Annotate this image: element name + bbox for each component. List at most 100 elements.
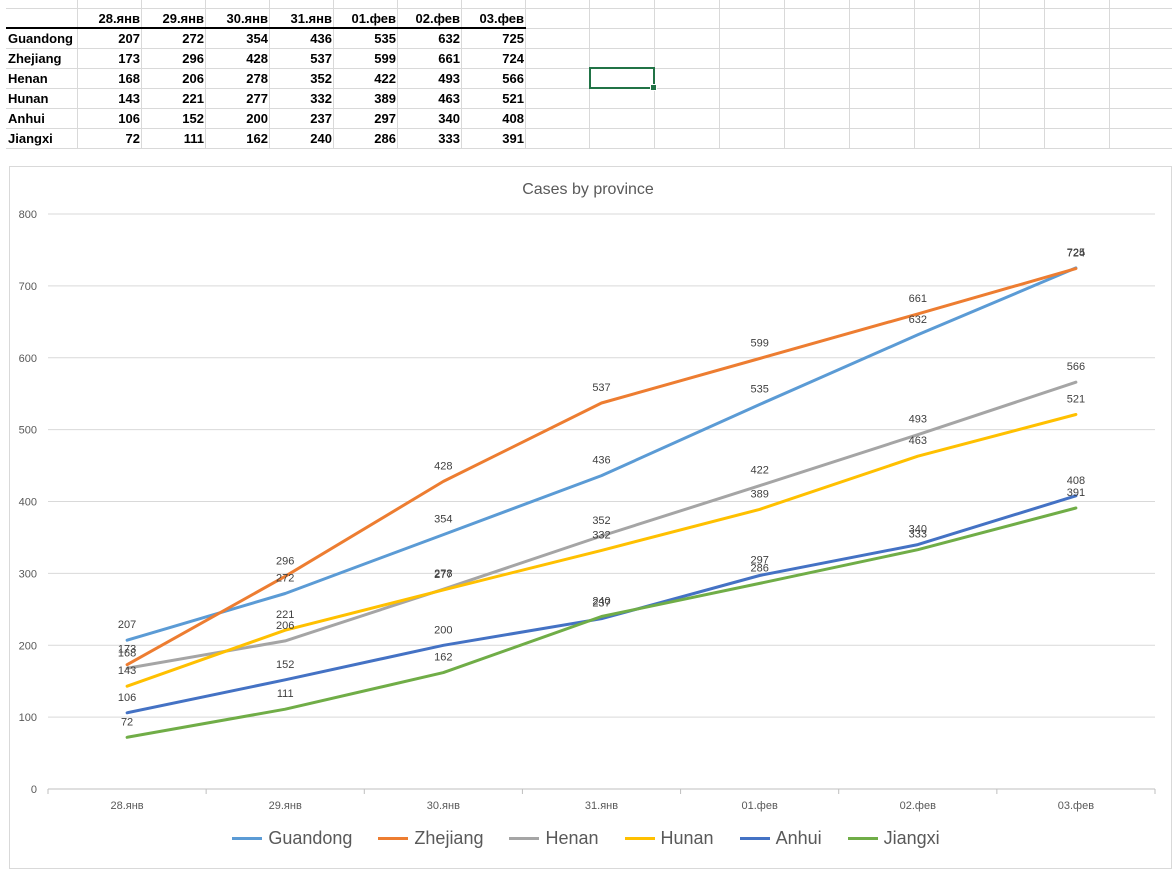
table-cell[interactable]: 463 bbox=[438, 91, 460, 106]
table-cell[interactable]: 332 bbox=[310, 91, 332, 106]
table-cell[interactable]: 340 bbox=[438, 111, 460, 126]
grid-cell[interactable] bbox=[398, 29, 462, 49]
legend-item-anhui[interactable]: Anhui bbox=[739, 828, 822, 849]
table-cell[interactable]: 286 bbox=[374, 131, 396, 146]
grid-cell[interactable] bbox=[1110, 29, 1172, 49]
grid-cell[interactable] bbox=[398, 89, 462, 109]
grid-cell[interactable] bbox=[655, 49, 720, 69]
grid-cell[interactable] bbox=[142, 29, 206, 49]
table-cell[interactable]: 106 bbox=[118, 111, 140, 126]
grid-cell[interactable] bbox=[270, 0, 334, 9]
grid-cell[interactable] bbox=[270, 129, 334, 149]
grid-cell[interactable] bbox=[980, 9, 1045, 29]
grid-cell[interactable] bbox=[526, 49, 590, 69]
grid-cell[interactable] bbox=[206, 49, 270, 69]
grid-cell[interactable] bbox=[850, 109, 915, 129]
grid-cell[interactable] bbox=[398, 129, 462, 149]
grid-cell[interactable] bbox=[142, 69, 206, 89]
table-cell[interactable]: 535 bbox=[374, 31, 396, 46]
grid-cell[interactable] bbox=[462, 0, 526, 9]
table-cell[interactable]: 661 bbox=[438, 51, 460, 66]
table-cell[interactable]: 221 bbox=[182, 91, 204, 106]
table-cell[interactable]: 521 bbox=[502, 91, 524, 106]
grid-cell[interactable] bbox=[1110, 9, 1172, 29]
table-cell[interactable]: 278 bbox=[246, 71, 268, 86]
grid-cell[interactable] bbox=[1045, 89, 1110, 109]
table-cell[interactable]: 237 bbox=[310, 111, 332, 126]
grid-cell[interactable] bbox=[270, 89, 334, 109]
grid-cell[interactable] bbox=[6, 69, 78, 89]
grid-cell[interactable] bbox=[6, 129, 78, 149]
grid-cell[interactable] bbox=[915, 0, 980, 9]
grid-cell[interactable] bbox=[980, 89, 1045, 109]
grid-cell[interactable] bbox=[6, 0, 78, 9]
table-cell[interactable]: 277 bbox=[246, 91, 268, 106]
column-header[interactable]: 03.фев bbox=[479, 11, 525, 26]
grid-cell[interactable] bbox=[206, 29, 270, 49]
grid-cell[interactable] bbox=[334, 89, 398, 109]
grid-cell[interactable] bbox=[1110, 0, 1172, 9]
grid-cell[interactable] bbox=[142, 129, 206, 149]
column-header[interactable]: 29.янв bbox=[162, 11, 204, 26]
grid-cell[interactable] bbox=[655, 129, 720, 149]
grid-cell[interactable] bbox=[720, 129, 785, 149]
row-label-henan[interactable]: Henan bbox=[8, 71, 48, 86]
grid-cell[interactable] bbox=[462, 89, 526, 109]
grid-cell[interactable] bbox=[785, 49, 850, 69]
grid-cell[interactable] bbox=[1110, 49, 1172, 69]
grid-cell[interactable] bbox=[785, 69, 850, 89]
grid-cell[interactable] bbox=[142, 0, 206, 9]
grid-cell[interactable] bbox=[270, 29, 334, 49]
grid-cell[interactable] bbox=[142, 89, 206, 109]
grid-cell[interactable] bbox=[980, 69, 1045, 89]
grid-cell[interactable] bbox=[78, 0, 142, 9]
grid-cell[interactable] bbox=[526, 89, 590, 109]
grid-cell[interactable] bbox=[785, 109, 850, 129]
grid-cell[interactable] bbox=[655, 109, 720, 129]
grid-cell[interactable] bbox=[6, 49, 78, 69]
grid-cell[interactable] bbox=[720, 29, 785, 49]
grid-cell[interactable] bbox=[526, 109, 590, 129]
chart-area[interactable] bbox=[9, 166, 1172, 869]
column-header[interactable]: 30.янв bbox=[226, 11, 268, 26]
grid-cell[interactable] bbox=[1045, 69, 1110, 89]
grid-cell[interactable] bbox=[850, 0, 915, 9]
grid-cell[interactable] bbox=[142, 109, 206, 129]
table-cell[interactable]: 566 bbox=[502, 71, 524, 86]
grid-cell[interactable] bbox=[850, 129, 915, 149]
grid-cell[interactable] bbox=[1110, 69, 1172, 89]
grid-cell[interactable] bbox=[78, 129, 142, 149]
grid-cell[interactable] bbox=[6, 109, 78, 129]
grid-cell[interactable] bbox=[850, 89, 915, 109]
row-label-zhejiang[interactable]: Zhejiang bbox=[8, 51, 62, 66]
grid-cell[interactable] bbox=[6, 29, 78, 49]
column-header[interactable]: 28.янв bbox=[98, 11, 140, 26]
grid-cell[interactable] bbox=[334, 129, 398, 149]
table-cell[interactable]: 152 bbox=[182, 111, 204, 126]
grid-cell[interactable] bbox=[1045, 129, 1110, 149]
table-cell[interactable]: 354 bbox=[246, 31, 268, 46]
grid-cell[interactable] bbox=[270, 109, 334, 129]
grid-cell[interactable] bbox=[462, 29, 526, 49]
table-cell[interactable]: 422 bbox=[374, 71, 396, 86]
legend-item-jiangxi[interactable]: Jiangxi bbox=[847, 828, 940, 849]
grid-cell[interactable] bbox=[462, 109, 526, 129]
grid-cell[interactable] bbox=[915, 89, 980, 109]
grid-cell[interactable] bbox=[142, 49, 206, 69]
grid-cell[interactable] bbox=[915, 9, 980, 29]
table-cell[interactable]: 537 bbox=[310, 51, 332, 66]
grid-cell[interactable] bbox=[915, 29, 980, 49]
grid-cell[interactable] bbox=[720, 49, 785, 69]
column-header[interactable]: 01.фев bbox=[351, 11, 397, 26]
grid-cell[interactable] bbox=[462, 129, 526, 149]
grid-cell[interactable] bbox=[398, 0, 462, 9]
grid-cell[interactable] bbox=[980, 109, 1045, 129]
grid-cell[interactable] bbox=[398, 69, 462, 89]
table-cell[interactable]: 162 bbox=[246, 131, 268, 146]
grid-cell[interactable] bbox=[590, 29, 655, 49]
grid-cell[interactable] bbox=[980, 49, 1045, 69]
table-cell[interactable]: 632 bbox=[438, 31, 460, 46]
grid-cell[interactable] bbox=[655, 29, 720, 49]
legend-item-henan[interactable]: Henan bbox=[509, 828, 599, 849]
grid-cell[interactable] bbox=[590, 0, 655, 9]
